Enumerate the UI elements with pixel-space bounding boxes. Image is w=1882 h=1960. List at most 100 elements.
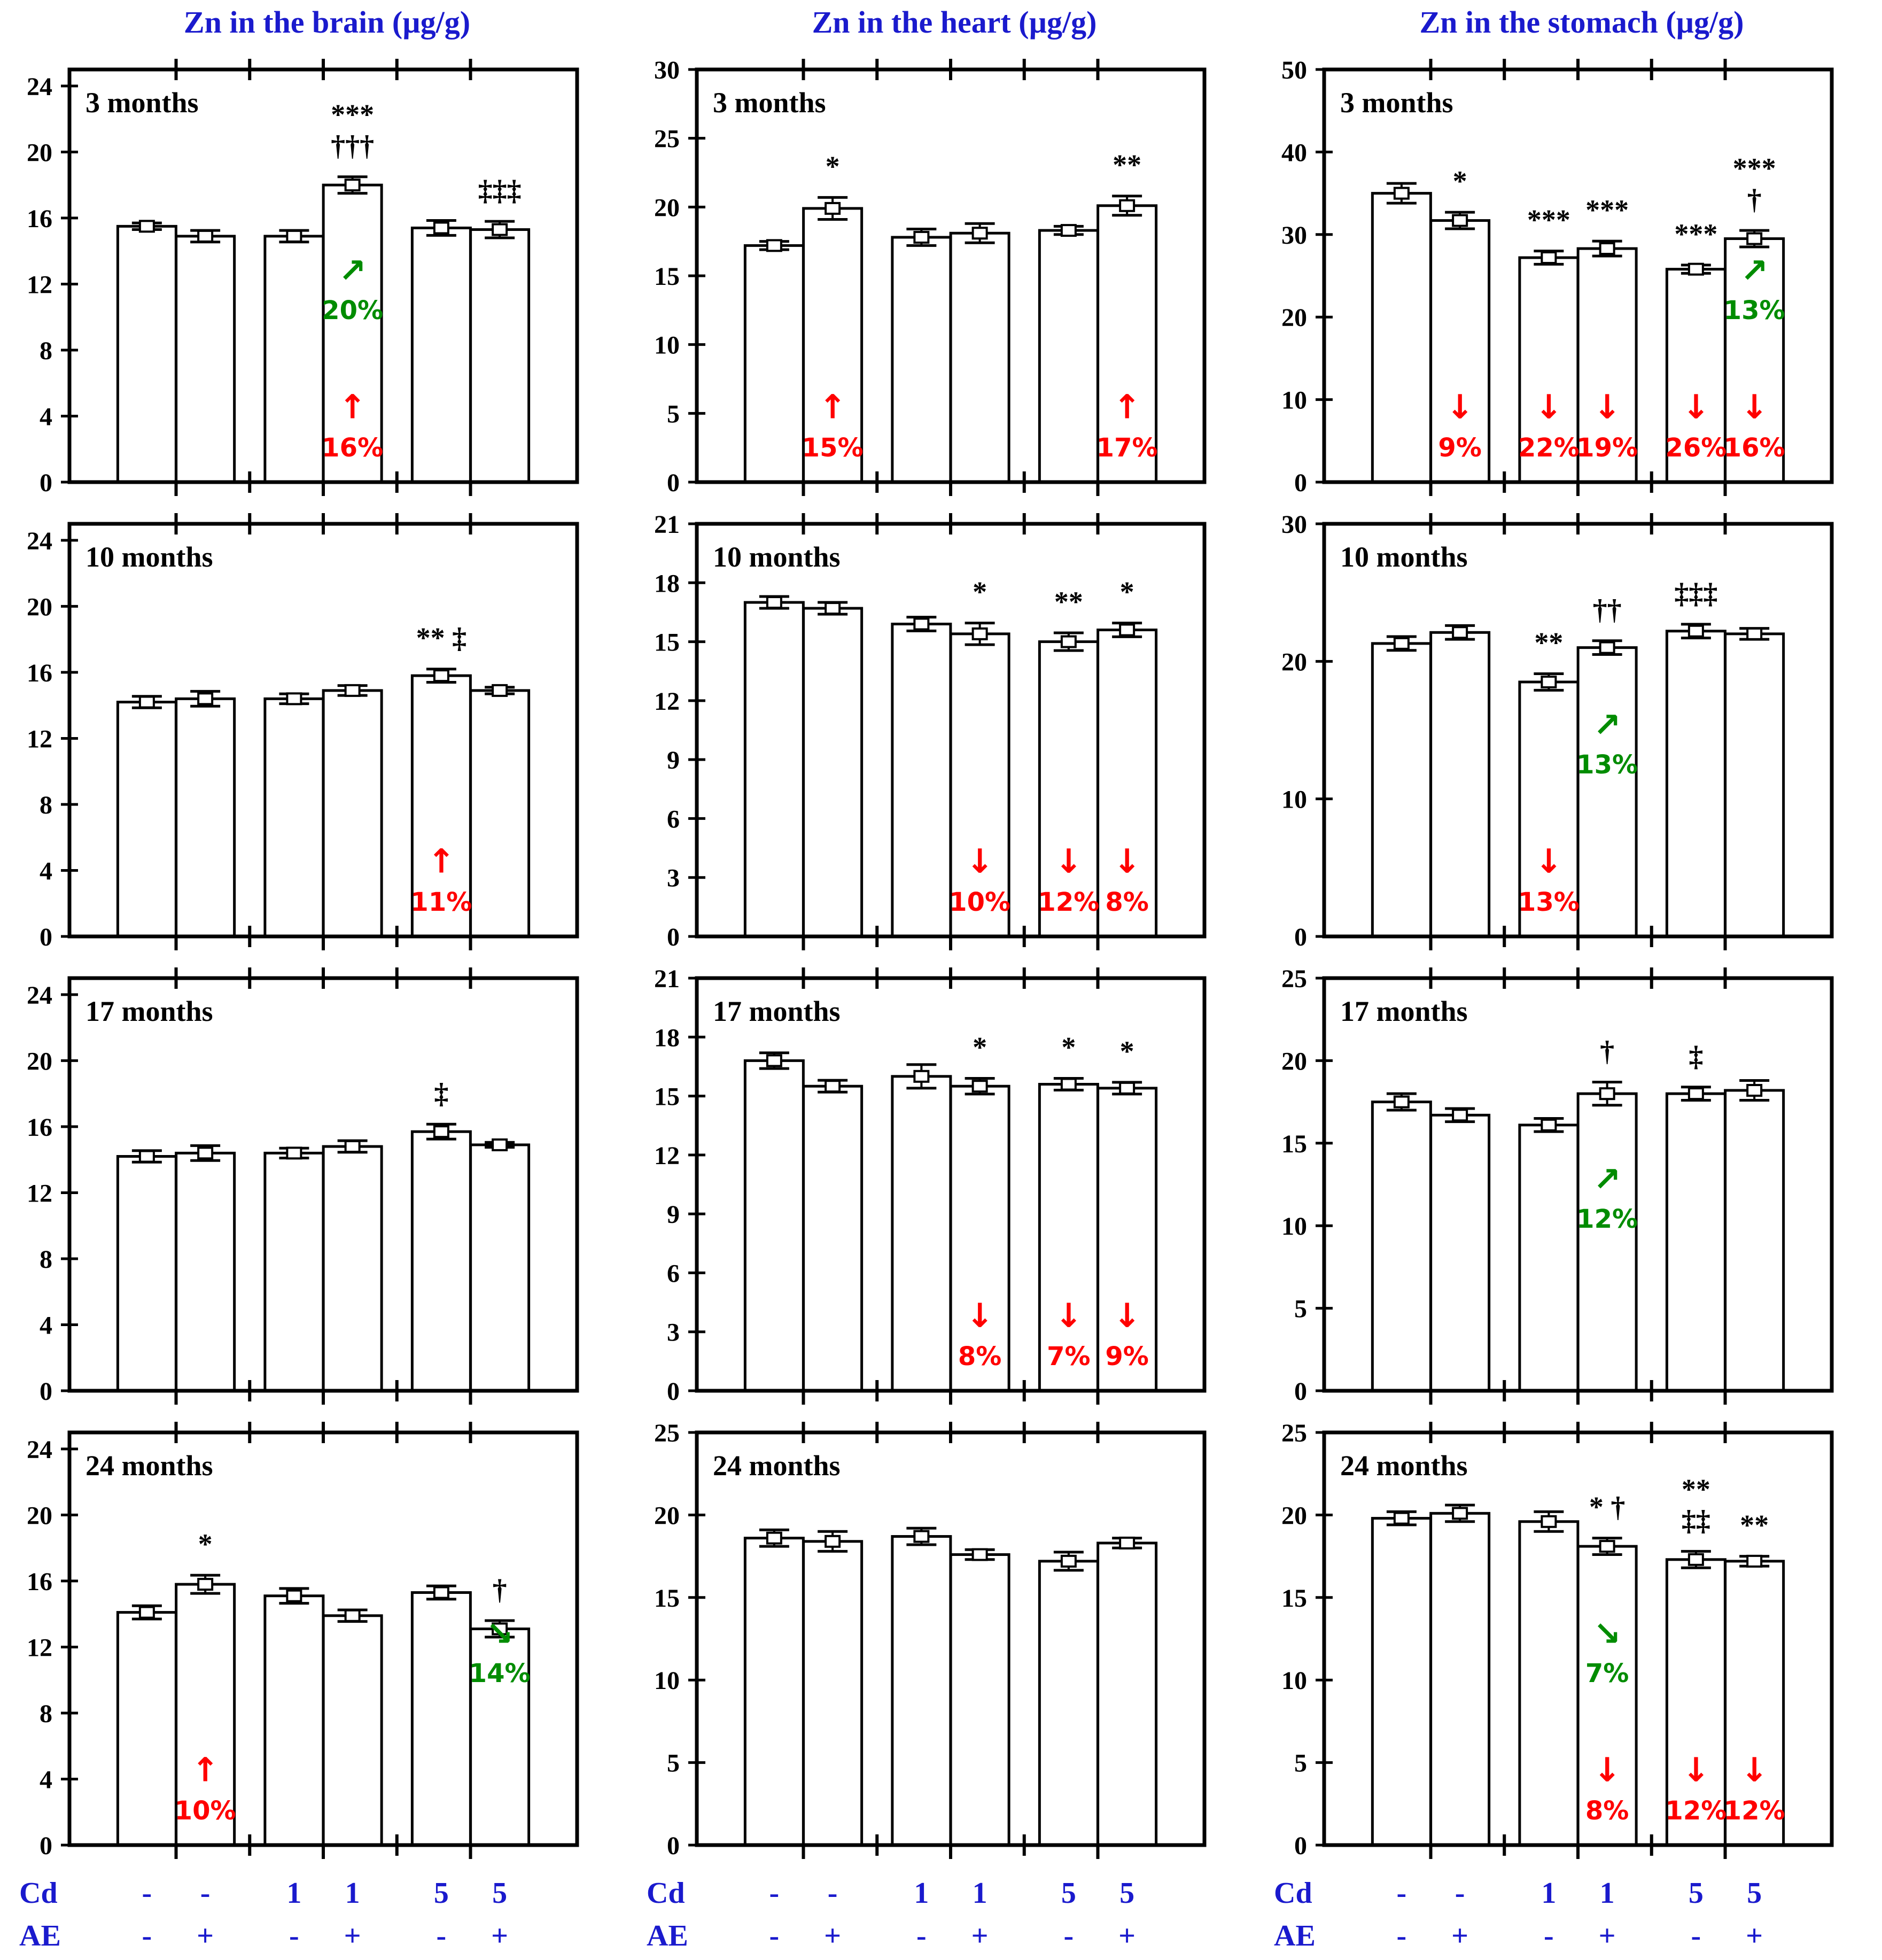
y-tick-label: 6 bbox=[667, 1259, 680, 1288]
bar bbox=[1371, 1517, 1432, 1847]
green-annotation-arrow: ↗ bbox=[1740, 251, 1768, 290]
footer-cd-value: 1 bbox=[914, 1877, 929, 1910]
bar bbox=[322, 183, 383, 484]
sig-label: ** bbox=[1740, 1509, 1769, 1541]
mean-marker bbox=[1119, 1536, 1136, 1550]
green-annotation-label: 12% bbox=[1576, 1204, 1638, 1234]
bar bbox=[891, 1075, 952, 1392]
footer-ae-value: - bbox=[1544, 1919, 1554, 1953]
panel-age-label: 3 months bbox=[1340, 87, 1453, 119]
y-tick-label: 30 bbox=[1281, 510, 1307, 539]
y-tick-label: 0 bbox=[1294, 1377, 1307, 1406]
red-annotation-arrow: ↓ bbox=[966, 841, 994, 880]
footer-svg: Cd AE - - 1 1 5 5 - + - + - + bbox=[1274, 1877, 1763, 1953]
y-tick-label: 25 bbox=[1281, 965, 1307, 993]
y-tick-label: 10 bbox=[654, 1667, 680, 1695]
green-annotation-arrow: ↗ bbox=[1593, 1160, 1621, 1199]
sig-label: ‡‡ bbox=[1682, 1504, 1710, 1536]
y-tick-label: 0 bbox=[667, 923, 680, 951]
red-annotation-label: 15% bbox=[802, 433, 864, 463]
footer-cd-value: - bbox=[142, 1877, 152, 1910]
bar bbox=[1665, 1092, 1727, 1392]
y-tick-label: 30 bbox=[654, 56, 680, 84]
mean-marker bbox=[1119, 623, 1136, 637]
bar-chart-stomach-17-months: 0 5 10 15 20 25 17 months † ‡ ↗ 12% bbox=[1281, 965, 1834, 1406]
bar bbox=[1576, 646, 1638, 938]
bar bbox=[116, 1155, 177, 1392]
green-annotation-label: 20% bbox=[322, 296, 383, 326]
y-tick-label: 40 bbox=[1281, 138, 1307, 167]
y-tick-label: 20 bbox=[1281, 648, 1307, 676]
y-tick-label: 20 bbox=[1281, 1501, 1307, 1530]
y-tick-label: 6 bbox=[667, 805, 680, 833]
y-tick-label: 15 bbox=[654, 629, 680, 657]
footer-brain: Cd AE - - 1 1 5 5 - + - + - + bbox=[0, 1869, 627, 1960]
bar bbox=[891, 1535, 952, 1847]
bar-chart-brain-24-months: 0 4 8 12 16 20 24 24 months * † ↘ 14% ↑ 10% bbox=[27, 1422, 579, 1860]
mean-marker bbox=[1541, 1118, 1557, 1132]
sig-label: ‡ bbox=[434, 1077, 448, 1109]
mean-marker bbox=[286, 1589, 302, 1602]
mean-marker bbox=[286, 1146, 302, 1160]
y-tick-label: 20 bbox=[654, 1501, 680, 1530]
bar bbox=[891, 622, 952, 938]
footer-ae-label: AE bbox=[1274, 1919, 1316, 1953]
mean-marker bbox=[1599, 242, 1615, 255]
sig-label: * † bbox=[1589, 1491, 1626, 1523]
bar bbox=[1665, 630, 1727, 938]
red-annotation-arrow: ↓ bbox=[1682, 1750, 1710, 1789]
bar bbox=[116, 701, 177, 938]
mean-marker bbox=[1393, 1095, 1410, 1109]
green-annotation-arrow: ↘ bbox=[1593, 1614, 1621, 1653]
mean-marker bbox=[1599, 641, 1615, 654]
bar bbox=[1038, 640, 1099, 938]
treatment-labels: Cd AE - - 1 1 5 5 - + - + - + Cd AE - - 1 1 5 5 - + - + - + Cd AE - -… bbox=[0, 1869, 1882, 1957]
chart-panel-stomach-24-months: 0 5 10 15 20 25 24 months * † ‡‡ ** ** ↘ 7% ↓ 8% ↓ 12% ↓ 1… bbox=[1255, 1414, 1882, 1869]
mean-marker bbox=[1687, 262, 1704, 276]
red-annotation-label: 12% bbox=[1724, 1796, 1785, 1826]
y-tick-label: 18 bbox=[654, 569, 680, 598]
y-tick-label: 3 bbox=[667, 864, 680, 893]
footer-cd-value: - bbox=[828, 1877, 838, 1910]
y-tick-label: 4 bbox=[40, 1765, 52, 1794]
mean-marker bbox=[825, 1080, 841, 1093]
red-annotation-arrow: ↓ bbox=[1055, 1296, 1083, 1335]
column-title-brain: Zn in the brain (µg/g) bbox=[183, 5, 471, 40]
bar-chart-brain-17-months: 0 4 8 12 16 20 24 17 months ‡ bbox=[27, 967, 579, 1406]
sig-label: *** bbox=[1585, 194, 1629, 226]
y-tick-label: 10 bbox=[654, 331, 680, 360]
y-tick-label: 16 bbox=[27, 1568, 52, 1596]
red-annotation-arrow: ↑ bbox=[819, 387, 846, 426]
footer-ae-value: + bbox=[824, 1919, 841, 1953]
bar bbox=[175, 1151, 236, 1392]
panel-age-label: 10 months bbox=[1340, 541, 1468, 573]
chart-panel-heart-3-months: 0 5 10 15 20 25 30 3 months * ** ↑ 15% ↑ 17% bbox=[627, 51, 1255, 506]
red-annotation-label: 16% bbox=[1724, 433, 1785, 463]
red-annotation-arrow: ↓ bbox=[1113, 1296, 1141, 1335]
red-annotation-arrow: ↓ bbox=[1446, 387, 1474, 426]
mean-marker bbox=[344, 1140, 361, 1153]
mean-marker bbox=[1746, 232, 1763, 245]
footer-cd-label: Cd bbox=[1274, 1877, 1312, 1910]
bar bbox=[1038, 229, 1099, 484]
y-tick-label: 0 bbox=[667, 469, 680, 497]
sig-label: ** bbox=[1054, 586, 1083, 618]
y-tick-label: 24 bbox=[27, 981, 52, 1010]
sig-label: ** ‡ bbox=[416, 622, 467, 654]
sig-label: *** bbox=[1733, 152, 1776, 184]
footer-cd-value: 5 bbox=[434, 1877, 449, 1910]
bar bbox=[949, 231, 1010, 484]
y-tick-label: 4 bbox=[40, 1311, 52, 1339]
sig-label: * bbox=[198, 1528, 213, 1560]
y-tick-label: 12 bbox=[27, 270, 52, 299]
y-tick-label: 15 bbox=[654, 262, 680, 291]
bar bbox=[1038, 1083, 1099, 1392]
y-tick-label: 50 bbox=[1281, 56, 1307, 84]
chart-panel-brain-17-months: 0 4 8 12 16 20 24 17 months ‡ bbox=[0, 960, 627, 1414]
y-tick-label: 20 bbox=[27, 138, 52, 167]
red-annotation-arrow: ↓ bbox=[1535, 387, 1562, 426]
bar-chart-heart-24-months: 0 5 10 15 20 25 24 months bbox=[654, 1419, 1207, 1860]
red-annotation-label: 9% bbox=[1438, 433, 1482, 463]
bar bbox=[1429, 1512, 1491, 1847]
